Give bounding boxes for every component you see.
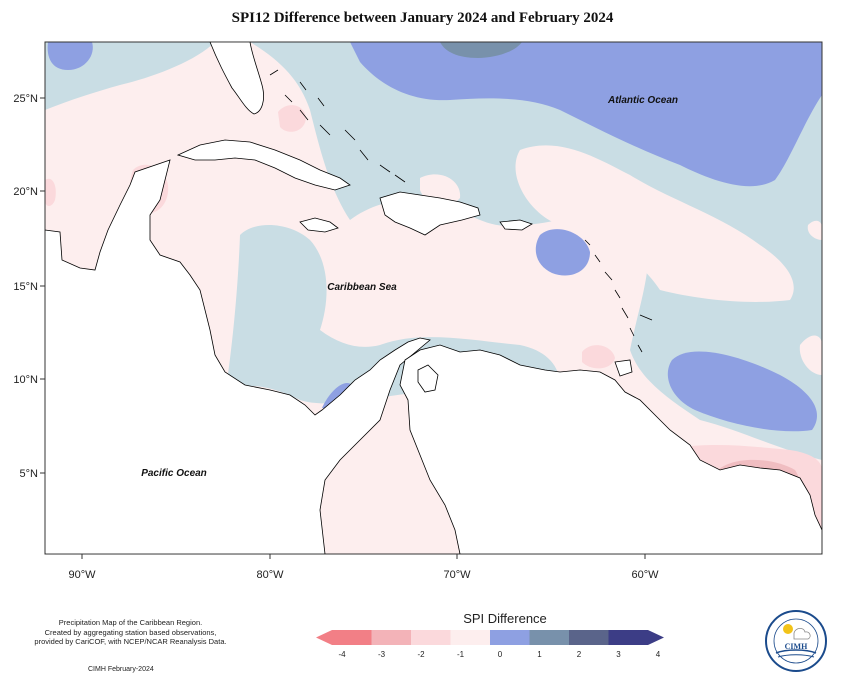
- legend-title: SPI Difference: [463, 611, 547, 626]
- lesser-antilles-outline: [584, 239, 653, 353]
- jamaica-outline: [299, 217, 339, 233]
- lon-label-70: 70°W: [443, 569, 471, 581]
- legend-label: -3: [378, 650, 386, 659]
- field-blue-central-atlantic: [667, 351, 817, 432]
- central-america-outline: [45, 159, 431, 554]
- axis-ticks: [40, 97, 646, 559]
- lon-label-80: 80°W: [256, 569, 284, 581]
- credit-line-2: Created by aggregating station based obs…: [44, 627, 217, 637]
- legend-label: 1: [537, 650, 542, 659]
- legend-label: 4: [656, 650, 661, 659]
- field-pink-east-edge: [799, 335, 822, 375]
- spi-difference-map: 25°N 20°N 15°N 10°N 5°N 90°W 80°W 70°W 6…: [13, 41, 823, 581]
- lat-label-25: 25°N: [13, 93, 38, 105]
- legend-swatch: [411, 630, 451, 645]
- hispaniola-outline: [379, 191, 481, 236]
- lon-label-90: 90°W: [68, 569, 96, 581]
- coastlines: [45, 42, 822, 554]
- lon-label-60: 60°W: [631, 569, 659, 581]
- field-blue-panama: [322, 382, 352, 409]
- legend-label: 0: [498, 650, 503, 659]
- credit-line-1: Precipitation Map of the Caribbean Regio…: [58, 618, 203, 627]
- legend-swatch: [371, 630, 411, 645]
- legend-swatch: [529, 630, 569, 645]
- lat-label-5: 5°N: [20, 468, 39, 480]
- legend-label: -2: [417, 650, 425, 659]
- map-title: SPI12 Difference between January 2024 an…: [231, 10, 614, 26]
- south-america-outline: [399, 344, 822, 554]
- logo-text: CIMH: [785, 642, 808, 651]
- florida-outline: [209, 42, 264, 115]
- trinidad-outline: [614, 359, 633, 377]
- pacific-ocean-label: Pacific Ocean: [141, 468, 207, 479]
- field-blue-atlantic: [350, 42, 822, 187]
- legend-arrow-right: [648, 630, 664, 645]
- legend-swatch: [490, 630, 530, 645]
- cimh-logo: CIMH: [765, 610, 827, 672]
- sun-icon: [783, 624, 793, 634]
- legend-swatch: [450, 630, 490, 645]
- bahamas-outline: [269, 69, 406, 183]
- credit-date: CIMH February-2024: [88, 666, 154, 673]
- field-blue-nw: [47, 42, 93, 70]
- legend-swatch: [332, 630, 372, 645]
- field-pink-venezuela: [582, 345, 615, 369]
- cuba-outline: [176, 139, 351, 191]
- legend-label: 2: [577, 650, 582, 659]
- field-dark-blue-north: [440, 42, 522, 58]
- caribbean-sea-label: Caribbean Sea: [327, 282, 397, 293]
- legend-label: -4: [338, 650, 346, 659]
- atlantic-ocean-label: Atlantic Ocean: [607, 95, 678, 106]
- legend-swatch: [608, 630, 648, 645]
- legend-label: -1: [457, 650, 465, 659]
- lake-maracaibo-outline: [417, 364, 439, 393]
- credit-line-3: provided by CariCOF, with NCEP/NCAR Rean…: [34, 637, 227, 646]
- lat-label-20: 20°N: [13, 186, 38, 198]
- legend-arrow-left: [316, 630, 332, 645]
- legend-swatch: [569, 630, 609, 645]
- field-pink-gulf: [45, 178, 56, 206]
- cloud-icon: [793, 627, 811, 640]
- credit-text: Precipitation Map of the Caribbean Regio…: [8, 618, 253, 647]
- field-pink-bahamas: [278, 105, 306, 132]
- legend-label: 3: [616, 650, 621, 659]
- puerto-rico-outline: [499, 219, 533, 231]
- field-pink-eastcarib: [515, 145, 794, 302]
- lat-label-10: 10°N: [13, 374, 38, 386]
- color-legend: -4 -3 -2 -1 0 1 2 3 4: [316, 630, 664, 659]
- field-pink-atl-spot: [807, 220, 822, 240]
- lat-label-15: 15°N: [13, 281, 38, 293]
- field-blue-eastcarib: [535, 229, 590, 276]
